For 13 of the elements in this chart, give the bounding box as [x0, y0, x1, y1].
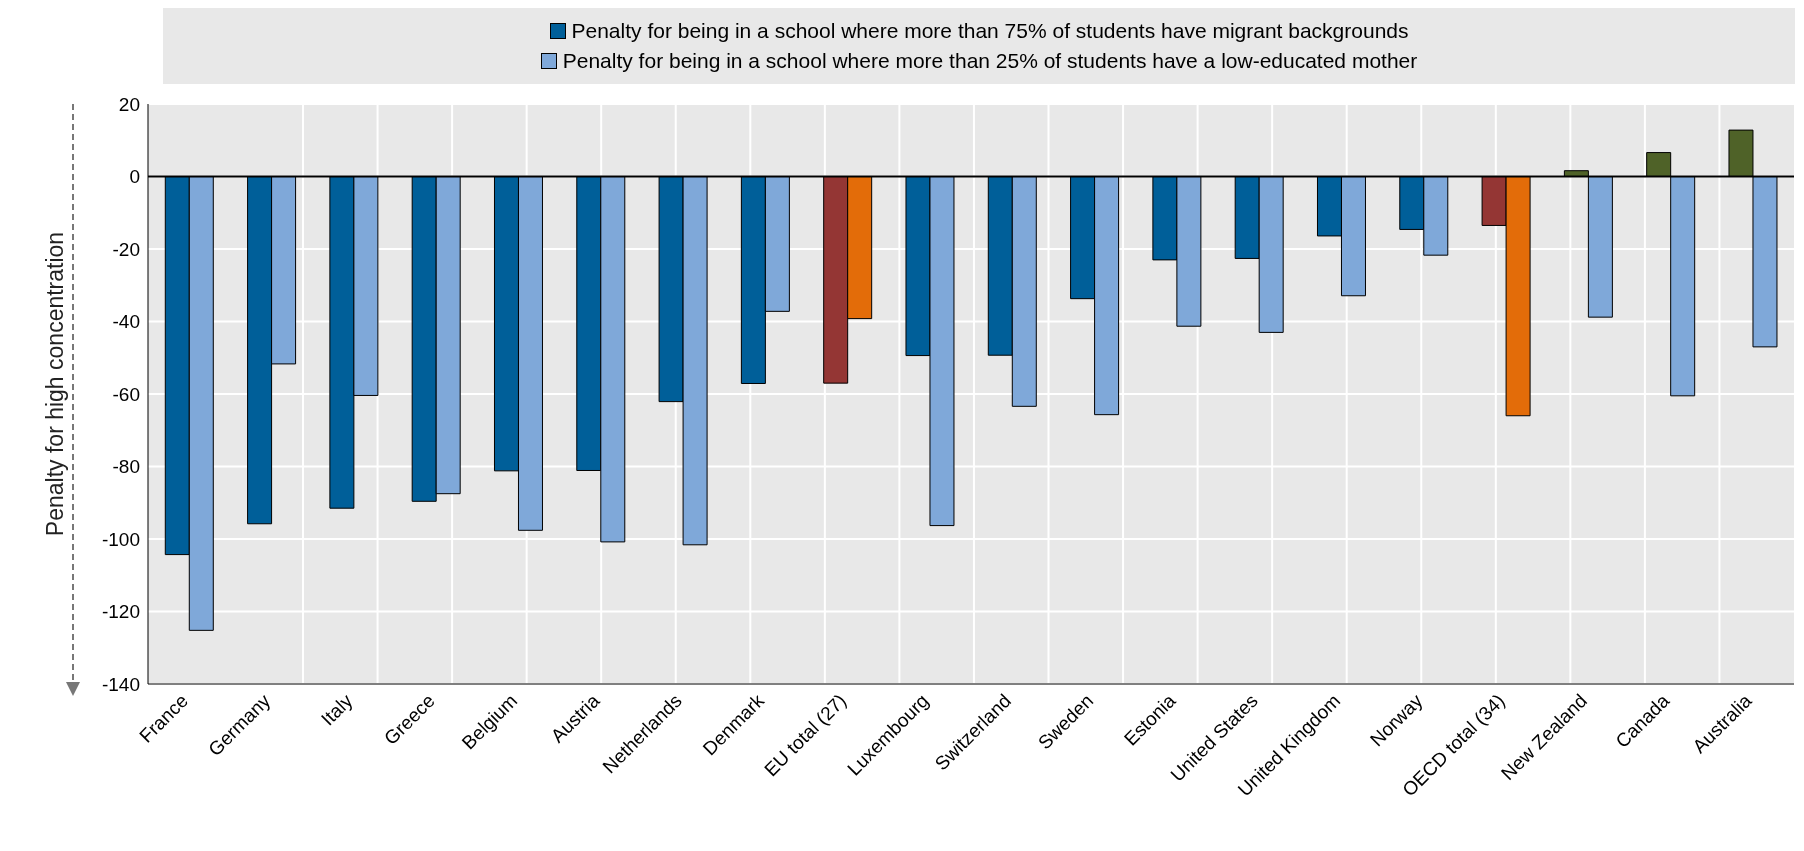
- y-axis-title: Penalty for high concentration: [42, 231, 68, 537]
- y-tick-label: -80: [112, 456, 140, 478]
- y-tick-label: -100: [101, 528, 140, 550]
- legend-label: Penalty for being in a school where more than 75% of students have migrant backgrounds: [571, 19, 1409, 43]
- y-tick-label: 20: [118, 93, 140, 115]
- y-tick-label: 0: [129, 166, 140, 188]
- legend-label: Penalty for being in a school where more than 25% of students have a low-educated mother: [562, 49, 1418, 73]
- x-tick-label: Italy: [317, 689, 357, 730]
- y-tick-label: -20: [112, 238, 140, 260]
- y-tick-label: -60: [112, 383, 140, 405]
- y-tick-label: -140: [101, 673, 140, 695]
- y-tick-label: -120: [101, 601, 140, 623]
- y-tick-label: -40: [112, 311, 140, 333]
